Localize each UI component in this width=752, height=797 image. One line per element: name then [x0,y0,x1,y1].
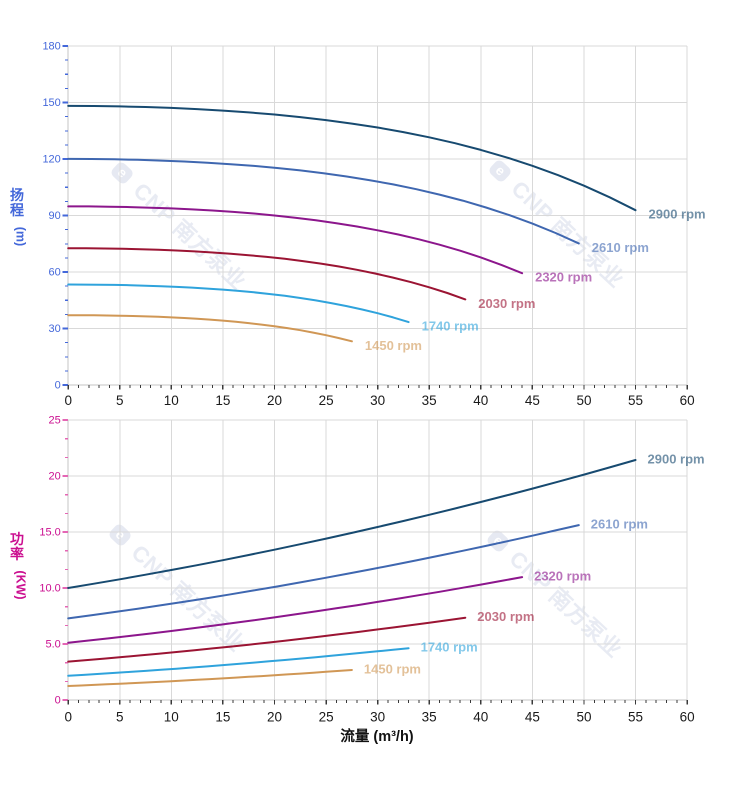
svg-text:50: 50 [576,710,591,725]
svg-text:40: 40 [473,393,488,408]
svg-text:55: 55 [628,710,643,725]
svg-text:程: 程 [10,202,24,218]
svg-text:30: 30 [370,710,385,725]
svg-text:60: 60 [680,710,695,725]
svg-text:0: 0 [55,380,61,392]
svg-text:2320 rpm: 2320 rpm [534,569,591,584]
svg-text:20: 20 [267,710,282,725]
svg-text:35: 35 [422,710,437,725]
svg-text:10: 10 [164,710,179,725]
svg-text:150: 150 [42,97,60,109]
svg-text:120: 120 [42,154,60,166]
svg-text:25: 25 [319,393,334,408]
svg-text:30: 30 [49,323,61,335]
svg-text:1450 rpm: 1450 rpm [364,662,421,677]
svg-text:10.0: 10.0 [39,583,60,595]
svg-text:0: 0 [64,393,72,408]
svg-text:功: 功 [10,531,24,547]
svg-text:55: 55 [628,393,643,408]
svg-text:0: 0 [64,710,72,725]
svg-text:40: 40 [473,710,488,725]
svg-text:60: 60 [49,267,61,279]
svg-text:60: 60 [680,393,695,408]
svg-text:0: 0 [55,695,61,707]
svg-text:180: 180 [42,41,60,53]
svg-text:90: 90 [49,210,61,222]
svg-text:(m): (m) [14,227,28,246]
svg-text:2610 rpm: 2610 rpm [591,517,648,532]
svg-text:1450 rpm: 1450 rpm [365,338,422,353]
svg-text:35: 35 [422,393,437,408]
svg-text:50: 50 [576,393,591,408]
svg-text:2030 rpm: 2030 rpm [477,609,534,624]
svg-text:2320 rpm: 2320 rpm [535,270,592,285]
svg-text:率: 率 [10,546,24,562]
svg-text:45: 45 [525,710,540,725]
svg-text:5: 5 [116,393,124,408]
svg-text:1740 rpm: 1740 rpm [421,640,478,655]
svg-text:2610 rpm: 2610 rpm [592,240,649,255]
svg-text:15.0: 15.0 [39,527,60,539]
svg-text:1740 rpm: 1740 rpm [422,319,479,334]
svg-text:20: 20 [49,471,61,483]
svg-text:15: 15 [215,393,230,408]
svg-text:5: 5 [116,710,124,725]
svg-text:2030 rpm: 2030 rpm [478,296,535,311]
svg-text:15: 15 [215,710,230,725]
svg-text:25: 25 [319,710,334,725]
svg-text:45: 45 [525,393,540,408]
svg-text:5.0: 5.0 [46,639,61,651]
svg-text:10: 10 [164,393,179,408]
svg-text:30: 30 [370,393,385,408]
svg-text:20: 20 [267,393,282,408]
svg-text:2900 rpm: 2900 rpm [649,207,706,222]
svg-text:(KW): (KW) [14,570,28,599]
svg-text:2900 rpm: 2900 rpm [648,452,705,467]
svg-text:25: 25 [49,415,61,427]
svg-text:流量 (m³/h): 流量 (m³/h) [340,727,413,745]
svg-text:扬: 扬 [10,187,24,203]
